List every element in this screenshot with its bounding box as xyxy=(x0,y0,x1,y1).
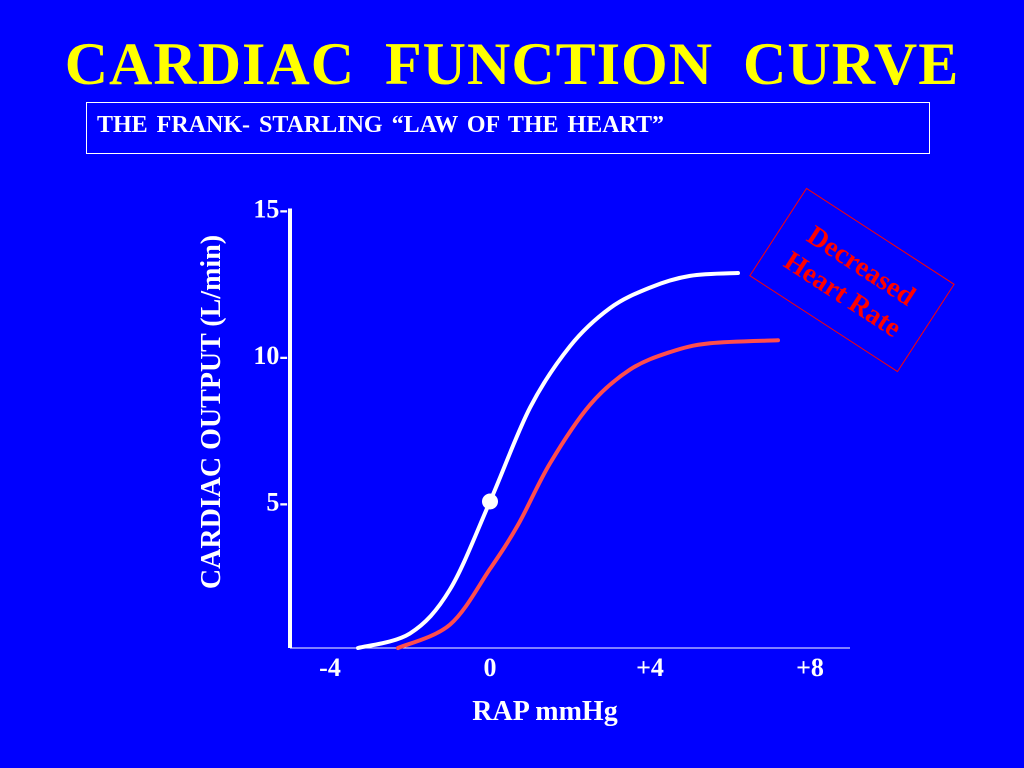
x-tick-label: -4 xyxy=(319,653,341,682)
x-tick-label: 0 xyxy=(484,653,497,682)
decreased-heart-rate-curve-line xyxy=(396,338,780,650)
operating-point-marker xyxy=(482,493,498,510)
normal-curve-line xyxy=(356,271,740,650)
y-tick-label: 10- xyxy=(253,341,288,370)
subtitle-box: THE FRANK- STARLING “LAW OF THE HEART” xyxy=(86,102,930,154)
annotation-box xyxy=(749,187,955,373)
y-axis-title: CARDIAC OUTPUT (L/min) xyxy=(196,235,227,589)
y-tick-label: 5- xyxy=(266,488,288,517)
chart-ticks-layer: 5- 10- 15- -4 0 +4 +8 xyxy=(253,195,824,683)
subtitle-text: THE FRANK- STARLING “LAW OF THE HEART” xyxy=(97,112,665,138)
chart-series-layer xyxy=(356,271,780,650)
y-tick-label: 15- xyxy=(253,195,288,224)
x-axis-title: RAP mmHg xyxy=(472,696,617,727)
slide-title: CARDIAC FUNCTION CURVE xyxy=(64,31,960,97)
x-tick-label: +4 xyxy=(636,653,664,682)
x-tick-label: +8 xyxy=(796,653,824,682)
chart-axes xyxy=(288,208,850,649)
